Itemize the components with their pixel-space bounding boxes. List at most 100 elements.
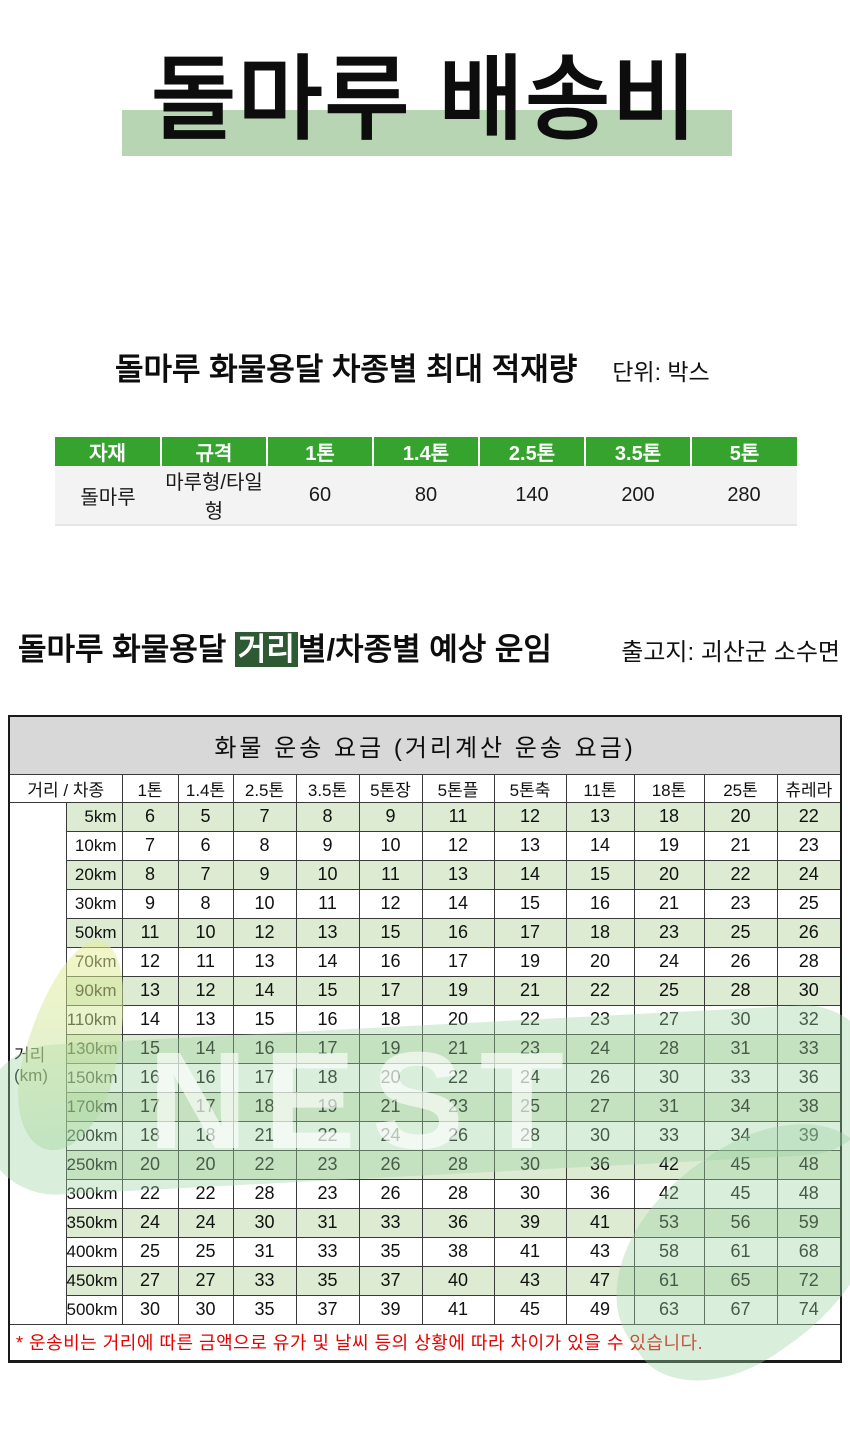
fare-value-cell: 20 <box>177 1149 234 1180</box>
fare-value-cell: 30 <box>121 1294 179 1325</box>
fare-value-cell: 13 <box>421 859 495 890</box>
fare-value-cell: 25 <box>776 888 842 919</box>
capacity-header-cell: 자재 <box>55 437 162 466</box>
fare-value-cell: 33 <box>633 1120 705 1151</box>
fare-table-title: 화물 운송 요금 (거리계산 운송 요금) <box>8 715 842 775</box>
fare-value-cell: 43 <box>493 1265 567 1296</box>
fare-data-row: 300km 22 22 28 23 26 28 30 36 42 45 48 <box>9 1178 842 1209</box>
fare-value-cell: 8 <box>232 830 297 861</box>
fare-value-cell: 14 <box>565 830 635 861</box>
fare-value-cell: 28 <box>421 1178 495 1209</box>
fare-section-title: 돌마루 화물용달 거리별/차종별 예상 운임 <box>18 624 552 669</box>
fare-value-cell: 39 <box>776 1120 842 1151</box>
capacity-data-cell: 200 <box>585 466 691 526</box>
capacity-header-cell: 3.5톤 <box>585 437 692 466</box>
fare-data-row: 90km 13 12 14 15 17 19 21 22 25 28 30 <box>9 975 842 1006</box>
fare-value-cell: 26 <box>421 1120 495 1151</box>
fare-value-cell: 19 <box>421 975 495 1006</box>
fare-value-cell: 48 <box>776 1178 842 1209</box>
fare-value-cell: 35 <box>358 1236 423 1267</box>
fare-value-cell: 33 <box>295 1236 360 1267</box>
fare-value-cell: 33 <box>776 1033 842 1064</box>
fare-value-cell: 28 <box>776 946 842 977</box>
fare-value-cell: 18 <box>177 1120 234 1151</box>
fare-value-cell: 72 <box>776 1265 842 1296</box>
fare-value-cell: 9 <box>358 801 423 832</box>
fare-value-cell: 17 <box>421 946 495 977</box>
fare-value-cell: 22 <box>295 1120 360 1151</box>
fare-value-cell: 21 <box>493 975 567 1006</box>
capacity-data-row: 돌마루 마루형/타일형 60 80 140 200 280 <box>55 466 797 526</box>
fare-rowgroup-label: 거리 (km) <box>8 801 67 1325</box>
capacity-data-cell: 140 <box>479 466 585 526</box>
fare-value-cell: 18 <box>232 1091 297 1122</box>
fare-value-cell: 30 <box>493 1149 567 1180</box>
fare-distance-cell: 450km <box>65 1265 123 1296</box>
fare-data-row: 500km 30 30 35 37 39 41 45 49 63 67 74 <box>9 1294 842 1325</box>
fare-value-cell: 33 <box>358 1207 423 1238</box>
fare-value-cell: 8 <box>121 859 179 890</box>
fare-value-cell: 14 <box>421 888 495 919</box>
fare-value-cell: 68 <box>776 1236 842 1267</box>
fare-value-cell: 23 <box>493 1033 567 1064</box>
fare-value-cell: 56 <box>703 1207 778 1238</box>
fare-value-cell: 14 <box>121 1004 179 1035</box>
fare-value-cell: 12 <box>232 917 297 948</box>
fare-value-cell: 15 <box>358 917 423 948</box>
fare-distance-cell: 400km <box>65 1236 123 1267</box>
fare-value-cell: 34 <box>703 1120 778 1151</box>
fare-value-cell: 26 <box>358 1149 423 1180</box>
fare-value-cell: 30 <box>703 1004 778 1035</box>
fare-value-cell: 13 <box>493 830 567 861</box>
fare-value-cell: 19 <box>295 1091 360 1122</box>
fare-value-cell: 26 <box>776 917 842 948</box>
fare-value-cell: 65 <box>703 1265 778 1296</box>
fare-title-prefix: 돌마루 화물용달 <box>18 632 235 667</box>
fare-data-row: 130km 15 14 16 17 19 21 23 24 28 31 33 <box>9 1033 842 1064</box>
fare-value-cell: 45 <box>493 1294 567 1325</box>
fare-value-cell: 24 <box>177 1207 234 1238</box>
fare-value-cell: 19 <box>633 830 705 861</box>
fare-value-cell: 22 <box>421 1062 495 1093</box>
fare-vehicle-header-cell: 2.5톤 <box>232 773 297 803</box>
fare-value-cell: 39 <box>358 1294 423 1325</box>
fare-value-cell: 21 <box>232 1120 297 1151</box>
fare-value-cell: 25 <box>121 1236 179 1267</box>
fare-value-cell: 7 <box>232 801 297 832</box>
fare-data-row: 350km 24 24 30 31 33 36 39 41 53 56 59 <box>9 1207 842 1238</box>
capacity-data-cell: 280 <box>691 466 797 526</box>
fare-value-cell: 20 <box>121 1149 179 1180</box>
fare-value-cell: 16 <box>121 1062 179 1093</box>
fare-value-cell: 27 <box>177 1265 234 1296</box>
fare-value-cell: 40 <box>421 1265 495 1296</box>
fare-value-cell: 38 <box>421 1236 495 1267</box>
fare-value-cell: 21 <box>633 888 705 919</box>
fare-value-cell: 15 <box>565 859 635 890</box>
fare-value-cell: 42 <box>633 1178 705 1209</box>
fare-value-cell: 33 <box>703 1062 778 1093</box>
main-title-block: 돌마루 배송비 <box>0 48 850 188</box>
fare-value-cell: 36 <box>421 1207 495 1238</box>
fare-value-cell: 31 <box>633 1091 705 1122</box>
fare-value-cell: 18 <box>295 1062 360 1093</box>
fare-data-row: 70km 12 11 13 14 16 17 19 20 24 26 28 <box>9 946 842 977</box>
capacity-data-cell: 돌마루 <box>55 466 161 526</box>
fare-value-cell: 35 <box>232 1294 297 1325</box>
fare-value-cell: 28 <box>232 1178 297 1209</box>
fare-distance-cell: 500km <box>65 1294 123 1325</box>
fare-value-cell: 58 <box>633 1236 705 1267</box>
fare-value-cell: 31 <box>703 1033 778 1064</box>
fare-value-cell: 16 <box>177 1062 234 1093</box>
fare-value-cell: 7 <box>177 859 234 890</box>
fare-value-cell: 14 <box>177 1033 234 1064</box>
fare-value-cell: 18 <box>121 1120 179 1151</box>
fare-value-cell: 28 <box>633 1033 705 1064</box>
fare-title-highlight-badge: 거리 <box>234 632 298 667</box>
fare-data-row: 20km 8 7 9 10 11 13 14 15 20 22 24 <box>9 859 842 890</box>
fare-value-cell: 13 <box>232 946 297 977</box>
fare-value-cell: 47 <box>565 1265 635 1296</box>
fare-value-cell: 20 <box>565 946 635 977</box>
fare-value-cell: 26 <box>703 946 778 977</box>
fare-value-cell: 35 <box>295 1265 360 1296</box>
fare-value-cell: 30 <box>633 1062 705 1093</box>
